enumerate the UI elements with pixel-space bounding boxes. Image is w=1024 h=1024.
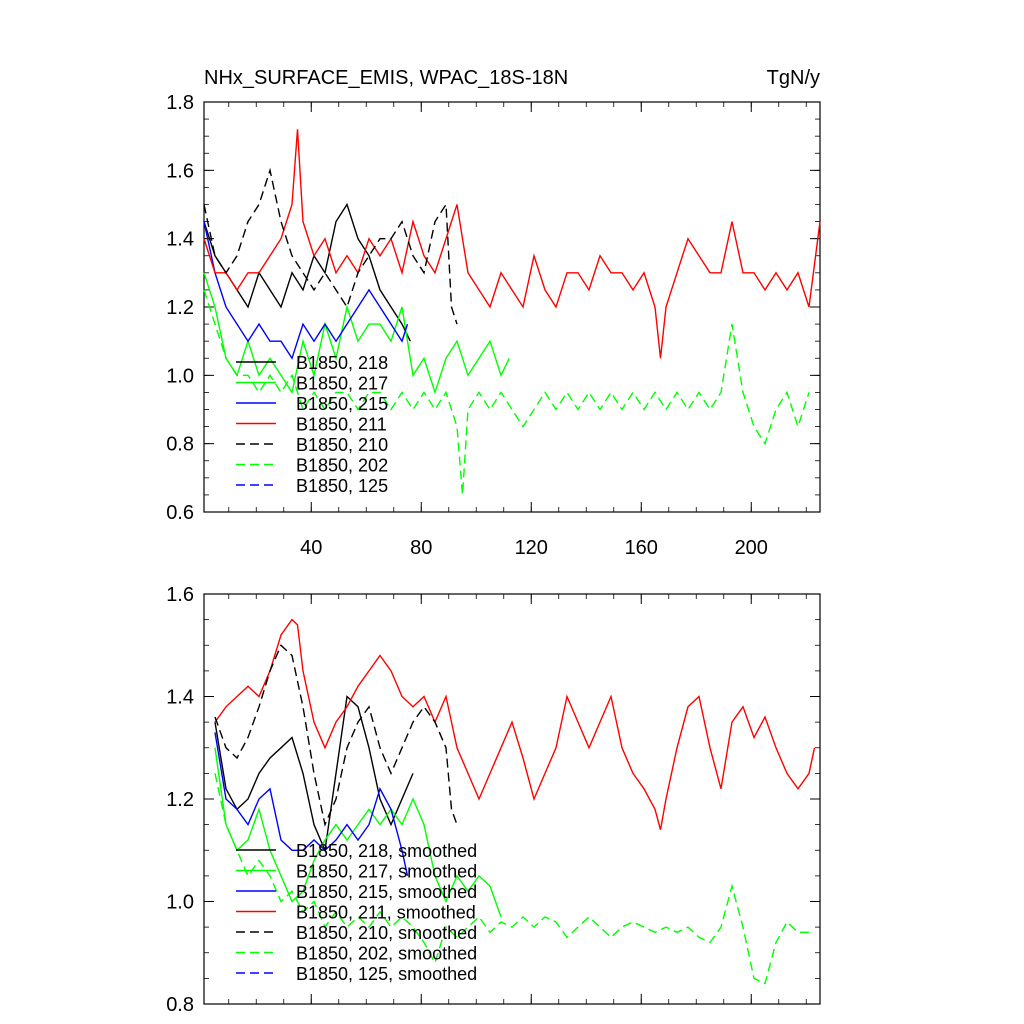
series-line-top-2 <box>203 221 409 360</box>
y-tick-label: 1.6 <box>166 584 194 606</box>
series-line-bottom-3 <box>214 618 816 830</box>
series-line-bottom-0 <box>214 695 414 853</box>
series-line-bottom-4 <box>214 644 458 827</box>
y-tick-label: 0.8 <box>166 994 194 1016</box>
figure-units: TgN/y <box>767 67 820 89</box>
series-line-top-3 <box>203 129 821 359</box>
x-tick-label: 200 <box>735 537 768 559</box>
y-tick-label: 1.4 <box>166 229 194 251</box>
x-tick-label: 40 <box>300 537 322 559</box>
figure-title: NHx_SURFACE_EMIS, WPAC_18S-18N <box>204 67 568 89</box>
x-tick-label: 160 <box>625 537 658 559</box>
legend-label: B1850, 210 <box>296 435 388 455</box>
series-line-top-4 <box>203 167 458 325</box>
legend-label: B1850, 215, smoothed <box>296 882 477 902</box>
series-line-top-5 <box>203 289 810 495</box>
legend-label: B1850, 210, smoothed <box>296 923 477 943</box>
legend-label: B1850, 125, smoothed <box>296 964 477 984</box>
legend-label: B1850, 218, smoothed <box>296 841 477 861</box>
legend-label: B1850, 202 <box>296 456 388 476</box>
y-tick-label: 1.0 <box>166 365 194 387</box>
series-line-bottom-2 <box>214 732 409 877</box>
top-panel: 0.6 0.8 1.0 1.2 1.4 1.6 1.8 40 80 120 160 200 B1850,… <box>166 92 821 559</box>
y-tick-label: 1.2 <box>166 789 194 811</box>
series-line-top-0 <box>203 202 411 342</box>
legend-label: B1850, 202, smoothed <box>296 944 477 964</box>
series-line-bottom-5 <box>214 773 809 985</box>
y-tick-label: 1.2 <box>166 297 194 319</box>
y-tick-label: 1.0 <box>166 892 194 914</box>
y-tick-label: 1.8 <box>166 92 194 114</box>
series-line-bottom-1 <box>214 747 502 918</box>
legend-label: B1850, 215 <box>296 394 388 414</box>
y-tick-label: 1.4 <box>166 687 194 709</box>
x-tick-label: 120 <box>515 537 548 559</box>
legend-label: B1850, 217 <box>296 374 388 394</box>
legend-label: B1850, 218 <box>296 353 388 373</box>
legend-label: B1850, 125 <box>296 476 388 496</box>
legend-label: B1850, 217, smoothed <box>296 862 477 882</box>
legend-label: B1850, 211, smoothed <box>296 903 476 923</box>
legend-label: B1850, 211 <box>296 415 387 435</box>
y-tick-label: 0.8 <box>166 434 194 456</box>
y-tick-label: 0.6 <box>166 502 194 524</box>
y-tick-label: 1.6 <box>166 160 194 182</box>
series-line-top-1 <box>203 272 510 395</box>
x-tick-label: 80 <box>410 537 432 559</box>
